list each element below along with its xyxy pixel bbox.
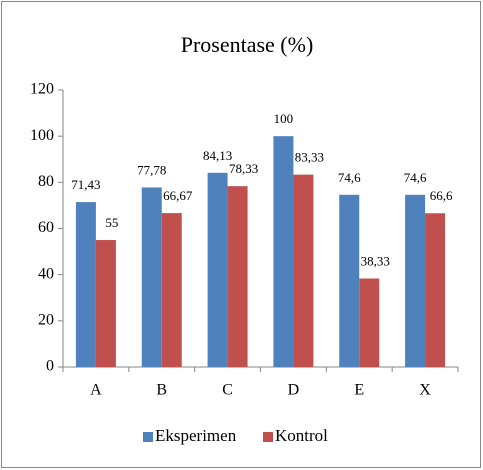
bar: [227, 186, 248, 367]
value-label: 66,67: [163, 188, 193, 203]
value-label: 55: [105, 215, 118, 230]
legend-swatch: [143, 432, 153, 442]
value-label: 66,6: [430, 188, 453, 203]
bar: [273, 136, 294, 367]
value-label: 71,43: [71, 177, 100, 192]
x-tick-label: A: [90, 382, 102, 399]
value-label: 77,78: [137, 162, 166, 177]
x-tick-label: X: [419, 382, 431, 399]
y-tick-label: 60: [38, 219, 54, 236]
value-label: 100: [274, 111, 294, 126]
bar: [405, 194, 426, 367]
y-tick-label: 0: [46, 358, 54, 375]
y-tick-label: 120: [30, 81, 54, 98]
legend-swatch: [263, 432, 273, 442]
legend-label: Eksperimen: [155, 426, 237, 445]
y-tick-label: 20: [38, 312, 54, 329]
bar: [75, 202, 96, 367]
value-label: 38,33: [361, 254, 390, 269]
x-tick-label: B: [156, 382, 167, 399]
legend-label: Kontrol: [275, 426, 328, 445]
value-label: 78,33: [229, 161, 258, 176]
y-tick-label: 40: [38, 265, 54, 282]
bar: [141, 187, 162, 367]
value-label: 74,6: [404, 170, 427, 185]
bar: [95, 240, 116, 367]
y-tick-label: 100: [30, 127, 54, 144]
chart-title: Prosentase (%): [181, 32, 314, 57]
bar: [339, 194, 360, 367]
bar: [161, 213, 182, 367]
x-tick-label: E: [354, 382, 364, 399]
value-label: 84,13: [203, 148, 232, 163]
bar: [425, 213, 446, 367]
value-label: 74,6: [338, 170, 361, 185]
bar: [293, 174, 314, 367]
x-tick-label: C: [222, 382, 233, 399]
bar: [359, 278, 380, 367]
y-tick-label: 80: [38, 173, 54, 190]
bar: [207, 172, 228, 367]
value-label: 83,33: [295, 150, 324, 165]
x-tick-label: D: [288, 382, 300, 399]
